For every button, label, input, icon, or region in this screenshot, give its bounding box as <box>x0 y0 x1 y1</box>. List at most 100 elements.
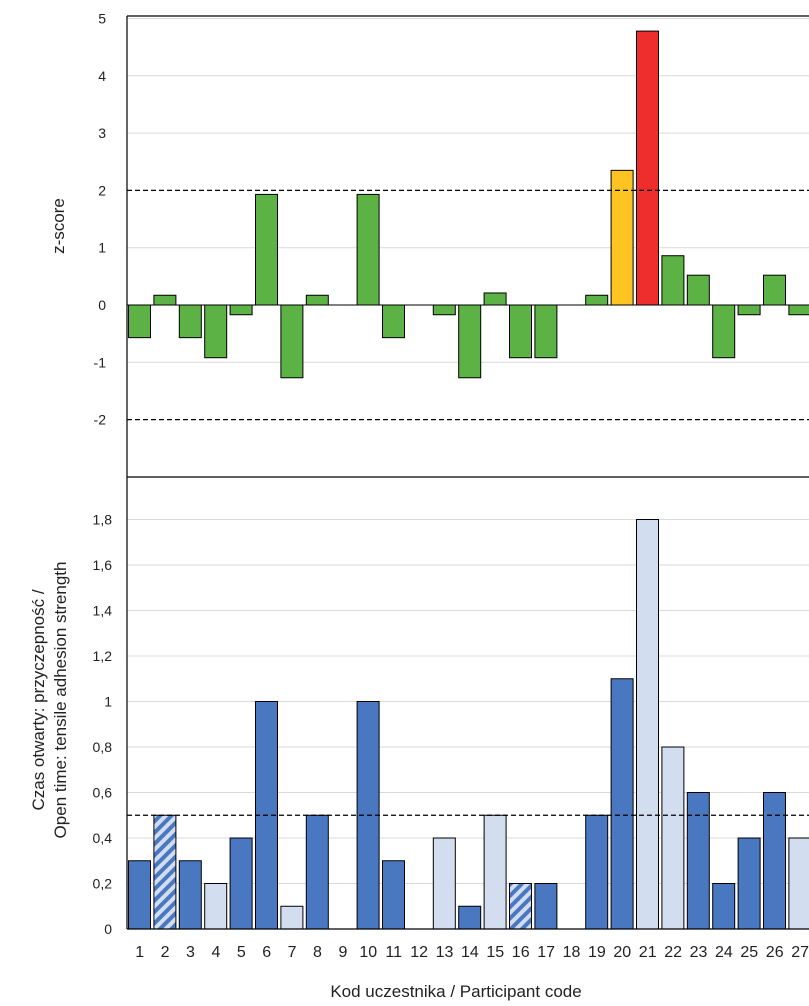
x-tick-label-23: 23 <box>690 944 708 961</box>
adhesion-y-tick-label: 1,2 <box>93 648 113 664</box>
z-score-bar-6 <box>255 193 278 306</box>
adhesion-bar-21 <box>636 519 659 930</box>
adhesion-bar-23 <box>686 792 710 930</box>
adhesion-bar-16 <box>509 883 532 930</box>
x-tick-label-10: 10 <box>359 944 377 961</box>
x-tick-label-7: 7 <box>288 944 297 961</box>
z-score-bar-19 <box>585 294 609 306</box>
x-tick-label-1: 1 <box>135 944 144 961</box>
x-tick-label-22: 22 <box>664 944 682 961</box>
x-tick-label-3: 3 <box>186 944 195 961</box>
z-score-bar-14 <box>458 304 482 379</box>
adhesion-bar-15 <box>483 814 507 930</box>
z-score-bar-2 <box>153 294 177 306</box>
adhesion-bar-25 <box>737 837 761 930</box>
adhesion-bar-19 <box>585 814 609 930</box>
x-tick-label-24: 24 <box>715 944 733 961</box>
adhesion-bar-8 <box>305 814 329 930</box>
x-tick-label-12: 12 <box>410 944 428 961</box>
z-score-y-tick-label: 2 <box>98 182 106 198</box>
x-tick-label-4: 4 <box>211 944 220 961</box>
x-tick-label-27: 27 <box>791 944 809 961</box>
adhesion-bar-11 <box>382 860 405 930</box>
x-tick-label-2: 2 <box>161 944 170 961</box>
z-score-bar-13 <box>432 304 456 316</box>
adhesion-bar-7 <box>280 905 304 930</box>
adhesion-bar-22 <box>661 746 685 930</box>
x-tick-label-16: 16 <box>512 944 530 961</box>
adhesion-y-tick-label: 0 <box>104 921 112 937</box>
z-score-bar-22 <box>661 255 685 306</box>
adhesion-y-tick-label: 0,8 <box>93 739 113 755</box>
x-tick-labels: 1 2 3 4 5 6 7 8 9 10 11 12 13 14 15 16 17 18 19 20 21 22 23 24 2… <box>135 944 809 961</box>
x-tick-label-14: 14 <box>461 944 479 961</box>
x-tick-label-21: 21 <box>639 944 657 961</box>
z-score-reference-lines <box>127 189 809 421</box>
x-tick-label-13: 13 <box>436 944 454 961</box>
z-score-bar-25 <box>737 304 761 316</box>
z-score-y-tick-label: 1 <box>98 240 106 256</box>
adhesion-bar-13 <box>432 837 456 930</box>
z-score-y-tick-label: 4 <box>98 68 106 84</box>
z-score-y-tick-label: 5 <box>98 11 106 27</box>
adhesion-bar-2 <box>153 814 177 930</box>
x-tick-label-5: 5 <box>237 944 246 961</box>
x-tick-label-11: 11 <box>385 944 402 961</box>
z-score-bar-10 <box>356 193 380 306</box>
z-score-bar-20 <box>610 169 634 306</box>
adhesion-y-tick-label: 0,6 <box>93 785 113 801</box>
adhesion-y-tick-label: 1 <box>104 694 112 710</box>
z-score-bar-11 <box>382 304 405 339</box>
x-tick-label-17: 17 <box>537 944 555 961</box>
x-tick-label-25: 25 <box>740 944 758 961</box>
adhesion-y-tick-label: 1,8 <box>93 512 113 528</box>
z-score-bar-7 <box>280 304 304 379</box>
z-score-bar-17 <box>534 304 558 359</box>
adhesion-bar-27 <box>788 837 809 930</box>
z-score-y-tick-label: -2 <box>94 412 107 428</box>
adhesion-y-axis-title-line1: Czas otwarty: przyczepność / <box>29 589 48 810</box>
adhesion-y-axis-title-line2: Open time: tensile adhesion strength <box>51 562 70 839</box>
z-score-y-tick-labels: 5 4 3 2 1 0 -1 -2 <box>94 11 107 428</box>
adhesion-bars <box>128 519 809 930</box>
adhesion-y-tick-label: 0,2 <box>93 876 113 892</box>
z-score-bar-16 <box>509 304 532 359</box>
x-tick-label-26: 26 <box>766 944 784 961</box>
z-score-bar-23 <box>686 274 710 306</box>
adhesion-bar-17 <box>534 883 558 930</box>
z-score-bar-15 <box>483 292 507 306</box>
z-score-bar-4 <box>204 304 228 359</box>
x-axis-title: Kod uczestnika / Participant code <box>330 982 581 1001</box>
z-score-bar-5 <box>229 304 253 316</box>
z-score-y-axis-title: z-score <box>49 198 68 254</box>
z-score-y-tick-label: -1 <box>94 354 107 370</box>
z-score-bar-8 <box>305 294 329 306</box>
adhesion-bar-1 <box>128 860 151 930</box>
z-score-bar-3 <box>178 304 202 339</box>
adhesion-y-tick-label: 1,4 <box>93 603 113 619</box>
adhesion-y-tick-label: 1,6 <box>93 557 113 573</box>
x-tick-label-6: 6 <box>262 944 271 961</box>
adhesion-bar-24 <box>712 883 736 930</box>
z-score-bars <box>128 30 809 379</box>
adhesion-bar-3 <box>178 860 202 930</box>
z-score-bar-27 <box>788 304 809 316</box>
adhesion-bar-26 <box>763 792 786 930</box>
z-score-bar-24 <box>712 304 736 359</box>
adhesion-bar-14 <box>458 905 482 930</box>
z-score-bar-26 <box>763 274 786 306</box>
z-score-y-tick-label: 3 <box>98 125 106 141</box>
adhesion-bar-5 <box>229 837 253 930</box>
x-tick-label-8: 8 <box>313 944 322 961</box>
x-tick-label-20: 20 <box>613 944 631 961</box>
z-score-y-tick-label: 0 <box>98 297 106 313</box>
x-tick-label-15: 15 <box>486 944 504 961</box>
x-tick-label-19: 19 <box>588 944 606 961</box>
adhesion-bar-20 <box>610 678 634 930</box>
x-tick-label-9: 9 <box>338 944 347 961</box>
z-score-bar-21 <box>636 30 659 306</box>
x-tick-label-18: 18 <box>563 944 581 961</box>
adhesion-y-tick-labels: 1,8 1,6 1,4 1,2 1 0,8 0,6 0,4 0,2 0 <box>93 512 113 938</box>
z-score-bar-1 <box>128 304 151 339</box>
